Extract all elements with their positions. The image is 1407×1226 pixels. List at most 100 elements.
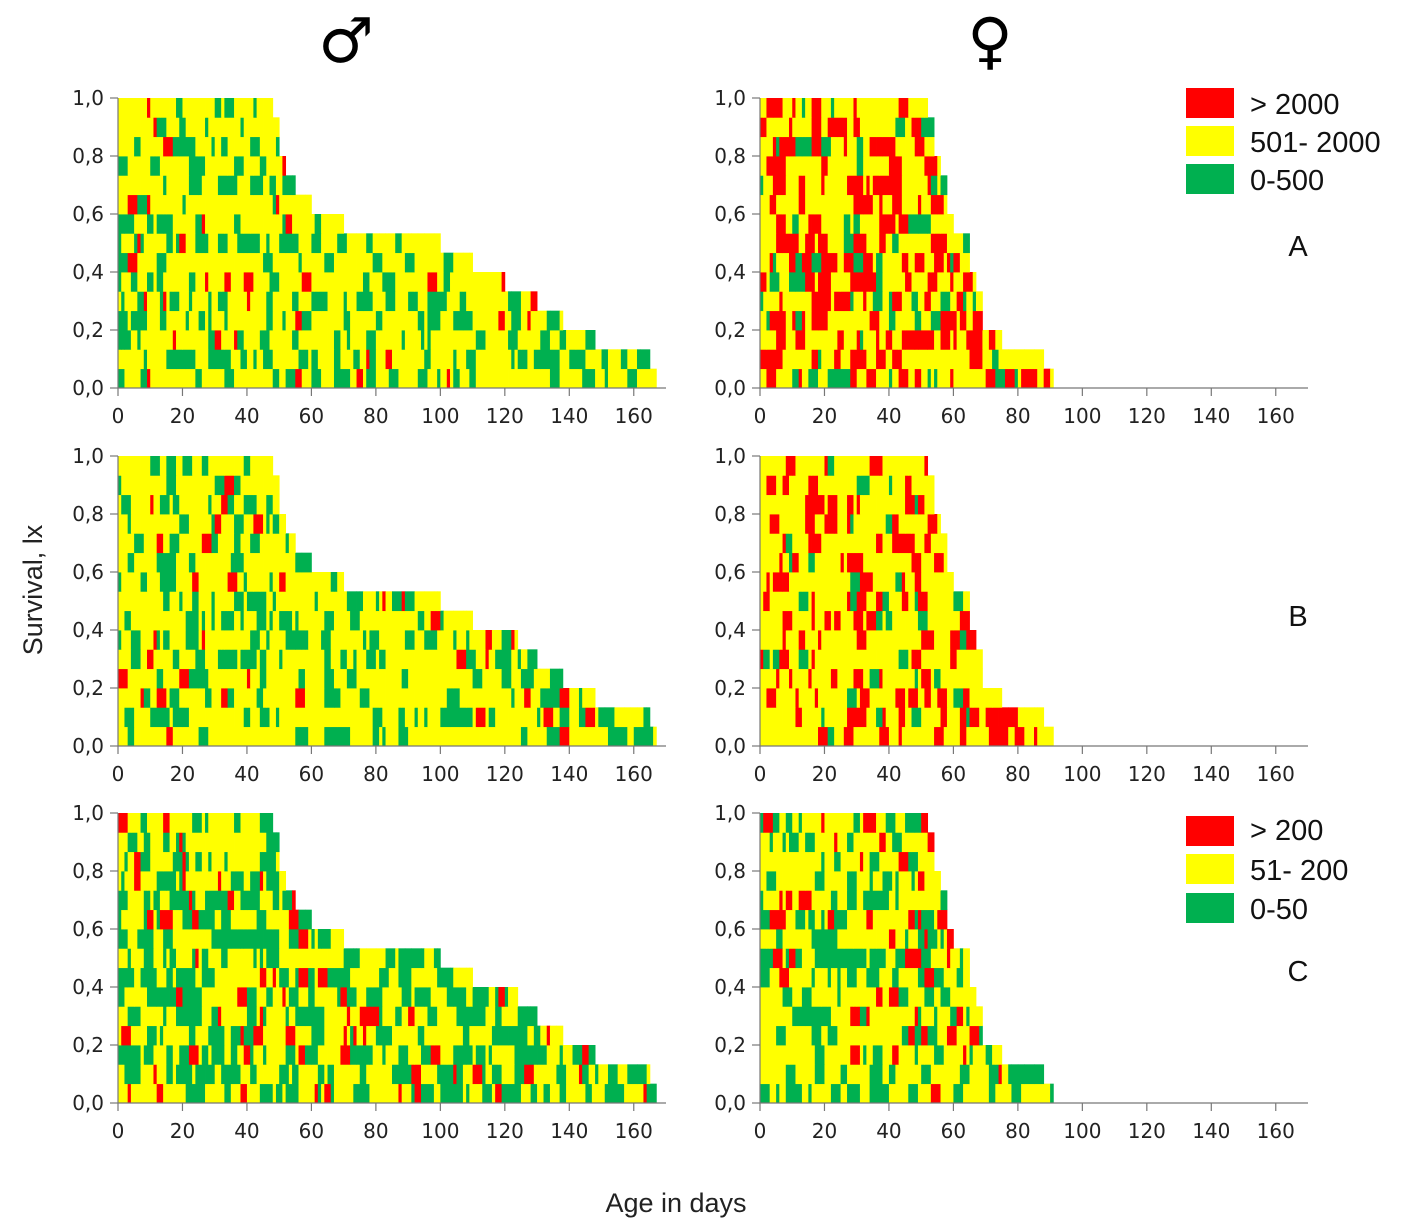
heat-cell (269, 533, 274, 554)
heat-cell (763, 1064, 774, 1085)
heat-cell (785, 630, 790, 650)
heat-cell (176, 610, 187, 631)
heat-cell (798, 552, 809, 573)
heat-cell (224, 475, 235, 496)
heat-cell (279, 610, 290, 631)
heat-cell (205, 707, 216, 728)
heat-cell (372, 987, 383, 1007)
heat-cell (953, 233, 964, 254)
heat-cell (811, 291, 822, 312)
heat-cell (408, 1045, 415, 1065)
heat-cell (118, 214, 125, 234)
heat-cell (934, 688, 938, 708)
heat-cell (905, 572, 912, 592)
heat-cell (853, 514, 864, 534)
heat-cell (140, 233, 145, 254)
heat-cell (272, 136, 277, 157)
heat-cell (163, 291, 167, 312)
heat-cell (234, 610, 241, 631)
heat-cell (240, 475, 245, 496)
heat-cell (898, 649, 909, 670)
heat-cell (301, 948, 312, 969)
heat-cell (179, 291, 190, 312)
heat-cell (895, 136, 906, 157)
heat-cell (427, 707, 435, 728)
heat-cell (163, 610, 167, 631)
heat-cell (847, 707, 858, 728)
heat-cell (760, 890, 764, 911)
heat-cell (863, 668, 870, 689)
heat-cell (214, 456, 225, 476)
heat-cell (130, 688, 141, 708)
heat-cell (417, 707, 422, 728)
heat-cell (785, 330, 796, 350)
heat-cell (118, 1064, 125, 1085)
heat-cell (147, 214, 154, 234)
heat-cell (837, 967, 841, 988)
heat-cell (185, 572, 193, 592)
heat-cell (446, 1045, 454, 1065)
heat-cell (275, 175, 283, 196)
heat-cell (246, 349, 254, 370)
heat-cell (372, 233, 380, 254)
heat-cell (176, 552, 183, 573)
heat-cell (372, 291, 377, 312)
heat-cell (578, 349, 586, 370)
heat-cell (879, 349, 883, 370)
heat-cell (282, 330, 293, 350)
heat-cell (895, 117, 906, 138)
heat-cell (176, 456, 183, 476)
heat-cell (404, 967, 412, 988)
heat-cell (776, 136, 780, 157)
heat-cell (998, 707, 1009, 728)
heat-cell (240, 117, 245, 138)
heat-cell (140, 1045, 145, 1065)
heat-cell (859, 252, 864, 273)
heat-cell (288, 349, 299, 370)
heat-cell (414, 310, 419, 331)
heat-cell (227, 233, 238, 254)
heat-cell (640, 726, 651, 747)
heat-cell (482, 368, 486, 389)
heat-cell (121, 330, 125, 350)
heat-cell (769, 591, 777, 612)
heat-cell (237, 1025, 241, 1046)
heat-cell (163, 1006, 167, 1027)
heat-cell (211, 494, 222, 515)
heat-cell (246, 890, 251, 911)
heat-cell (559, 1083, 567, 1104)
heat-cell (824, 871, 829, 891)
heat-cell (205, 194, 212, 215)
heat-cell (834, 291, 845, 312)
heat-cell (834, 591, 838, 612)
heat-cell (279, 726, 283, 747)
heat-cell (266, 591, 274, 612)
heat-cell (514, 688, 525, 708)
heat-cell (295, 630, 303, 650)
heat-cell (517, 707, 528, 728)
heat-cell (379, 630, 390, 650)
heat-cell (795, 1006, 806, 1027)
heat-cell (876, 136, 883, 157)
heat-cell (940, 610, 951, 631)
heat-cell (927, 272, 938, 292)
heat-cell (272, 1025, 280, 1046)
heat-cell (205, 291, 209, 312)
heat-cell (398, 610, 409, 631)
y-tick-label: 0,2 (72, 1033, 104, 1057)
heat-cell (140, 475, 151, 496)
heat-cell (388, 1025, 393, 1046)
heat-cell (888, 117, 896, 138)
heat-cell (772, 948, 783, 969)
heat-cell (259, 1064, 264, 1085)
heat-cell (382, 310, 386, 331)
heat-cell (330, 929, 341, 949)
heat-cell (308, 233, 312, 254)
heat-cell (917, 214, 929, 234)
heat-cell (495, 649, 499, 670)
heat-cell (818, 310, 829, 331)
heat-cell (353, 1083, 357, 1104)
heat-cell (821, 851, 825, 872)
heat-cell (256, 948, 261, 969)
heat-cell (140, 572, 148, 592)
